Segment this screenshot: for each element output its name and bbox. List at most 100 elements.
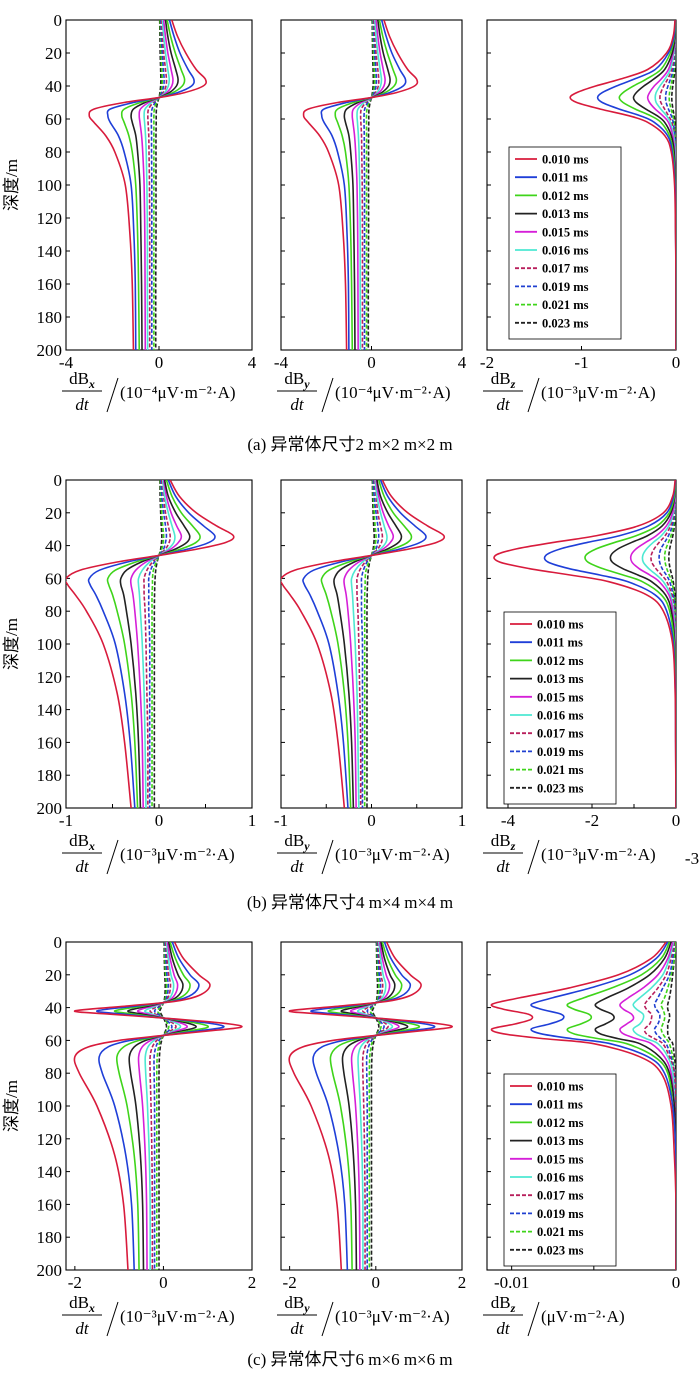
series-line-0021	[368, 942, 382, 1270]
series-line-0010	[88, 20, 207, 350]
series-line-0010	[493, 480, 676, 808]
series-line-0023	[668, 480, 676, 808]
legend-entry: 0.019 ms	[542, 280, 589, 294]
series-line-0017	[356, 480, 384, 808]
x-label-denominator: dt	[290, 1319, 305, 1338]
legend-entry: 0.017 ms	[542, 262, 589, 276]
x-tick-label: 0	[155, 353, 164, 372]
series-line-0015	[351, 20, 386, 350]
x-tick-label: 0	[155, 811, 164, 830]
series-line-0013	[333, 480, 403, 808]
x-label-unit: (10⁻³μV·m⁻²·A)	[335, 1307, 450, 1326]
x-label-slash	[321, 839, 334, 875]
x-tick-label: 0	[672, 811, 681, 830]
x-label-denominator: dt	[75, 857, 90, 876]
series-line-0013	[127, 942, 197, 1270]
series-line-0023	[666, 942, 676, 1270]
x-tick-label: -1	[574, 353, 588, 372]
x-label-subscript: z	[510, 1301, 516, 1315]
plot-frame	[65, 19, 253, 351]
y-tick-label: 200	[37, 341, 63, 360]
series-line-0016	[143, 20, 171, 350]
x-axis-label: dBx dt (10⁻³μV·m⁻²·A)	[62, 831, 235, 876]
x-label-slash	[106, 839, 119, 875]
x-tick-label: 0	[159, 1273, 168, 1292]
series-line-0023	[370, 942, 380, 1270]
legend-entry: 0.013 ms	[542, 207, 589, 221]
series-line-0017	[361, 942, 389, 1270]
series-line-0023	[366, 480, 376, 808]
legend: 0.010 ms 0.011 ms 0.012 ms 0.013 ms 0.015 ms…	[503, 1073, 617, 1267]
legend-entry: 0.012 ms	[537, 1116, 584, 1130]
x-label-unit: (10⁻³μV·m⁻²·A)	[120, 1307, 235, 1326]
y-tick-label: 20	[45, 504, 62, 523]
series-line-0012	[113, 942, 210, 1270]
x-tick-label: -2	[283, 1273, 297, 1292]
series-line-0011	[320, 20, 407, 350]
legend-entry: 0.019 ms	[537, 1207, 584, 1221]
panel-a-dBy-dt: -4 0 4 dBy dt (10⁻⁴μV·m⁻²·A)	[274, 19, 467, 414]
series-line-0015	[350, 942, 400, 1270]
x-label-slash	[527, 1301, 540, 1337]
x-label-denominator: dt	[496, 395, 511, 414]
series-group	[281, 480, 446, 808]
x-label-denominator: dt	[496, 857, 511, 876]
x-label-slash	[527, 377, 540, 413]
x-tick-label: 1	[458, 811, 467, 830]
legend-entry: 0.015 ms	[537, 690, 584, 704]
panel-b-dBy-dt: -1 0 1 dBy dt (10⁻³μV·m⁻²·A)	[274, 479, 467, 876]
x-label-unit: (10⁻³μV·m⁻²·A)	[120, 845, 235, 864]
y-tick-label: 0	[54, 933, 63, 952]
x-label-slash	[321, 1301, 334, 1337]
series-line-0010	[569, 20, 676, 350]
legend-entry: 0.012 ms	[537, 654, 584, 668]
y-tick-label: 0	[54, 11, 63, 30]
x-label-subscript: y	[302, 839, 310, 853]
x-label-denominator: dt	[75, 395, 90, 414]
y-tick-label: 20	[45, 966, 62, 985]
legend-box	[503, 611, 617, 805]
x-label-numerator: dBx	[69, 1293, 95, 1315]
panel-a-dBz-dt: -2 -1 0 dBz dt (10⁻³μV·m⁻²·A) 0.010 ms 0.011 ms…	[480, 19, 681, 414]
legend-entry: 0.016 ms	[537, 709, 584, 723]
x-label-numerator: dBz	[491, 831, 516, 853]
x-label-slash	[106, 377, 119, 413]
legend-entry: 0.010 ms	[537, 618, 584, 632]
series-line-0017	[147, 20, 168, 350]
series-line-0012	[120, 20, 186, 350]
series-line-0023	[367, 20, 375, 350]
series-line-0017	[643, 942, 676, 1270]
y-tick-label: 120	[37, 209, 63, 228]
legend-entry: 0.017 ms	[537, 1189, 584, 1203]
legend-entry: 0.021 ms	[542, 298, 589, 312]
series-group	[493, 480, 676, 808]
x-tick-label: -1	[59, 811, 73, 830]
series-line-0011	[530, 942, 676, 1270]
y-tick-label: 140	[37, 242, 63, 261]
x-tick-label: -4	[274, 353, 289, 372]
series-line-0016	[356, 20, 383, 350]
legend-entry: 0.021 ms	[537, 763, 584, 777]
y-tick-label: 100	[37, 1097, 63, 1116]
series-line-0019	[147, 480, 168, 808]
x-label-extra: -3	[685, 849, 699, 868]
x-label-unit: (10⁻³μV·m⁻²·A)	[541, 845, 656, 864]
x-tick-label: 0	[672, 353, 681, 372]
x-tick-label: 4	[458, 353, 467, 372]
legend-entry: 0.012 ms	[542, 189, 589, 203]
panel-b-dBx-dt: 0 20 40 60 80 100 120 140 160 180 200-1 0 1 dBx dt (10⁻…	[2, 471, 256, 876]
x-tick-label: -4	[59, 353, 74, 372]
y-tick-label: 60	[45, 110, 62, 129]
legend-entry: 0.019 ms	[537, 745, 584, 759]
series-group	[66, 480, 235, 808]
x-tick-label: 0	[367, 353, 376, 372]
legend-entry: 0.013 ms	[537, 1134, 584, 1148]
series-group	[302, 20, 419, 350]
x-label-subscript: z	[510, 839, 516, 853]
series-line-0013	[340, 942, 409, 1270]
x-label-unit: (10⁻⁴μV·m⁻²·A)	[120, 383, 236, 402]
x-label-unit: (μV·m⁻²·A)	[541, 1307, 625, 1326]
legend-entry: 0.021 ms	[537, 1225, 584, 1239]
x-axis-label: dBz dt (10⁻³μV·m⁻²·A)	[483, 369, 656, 414]
x-tick-label: -2	[480, 353, 494, 372]
